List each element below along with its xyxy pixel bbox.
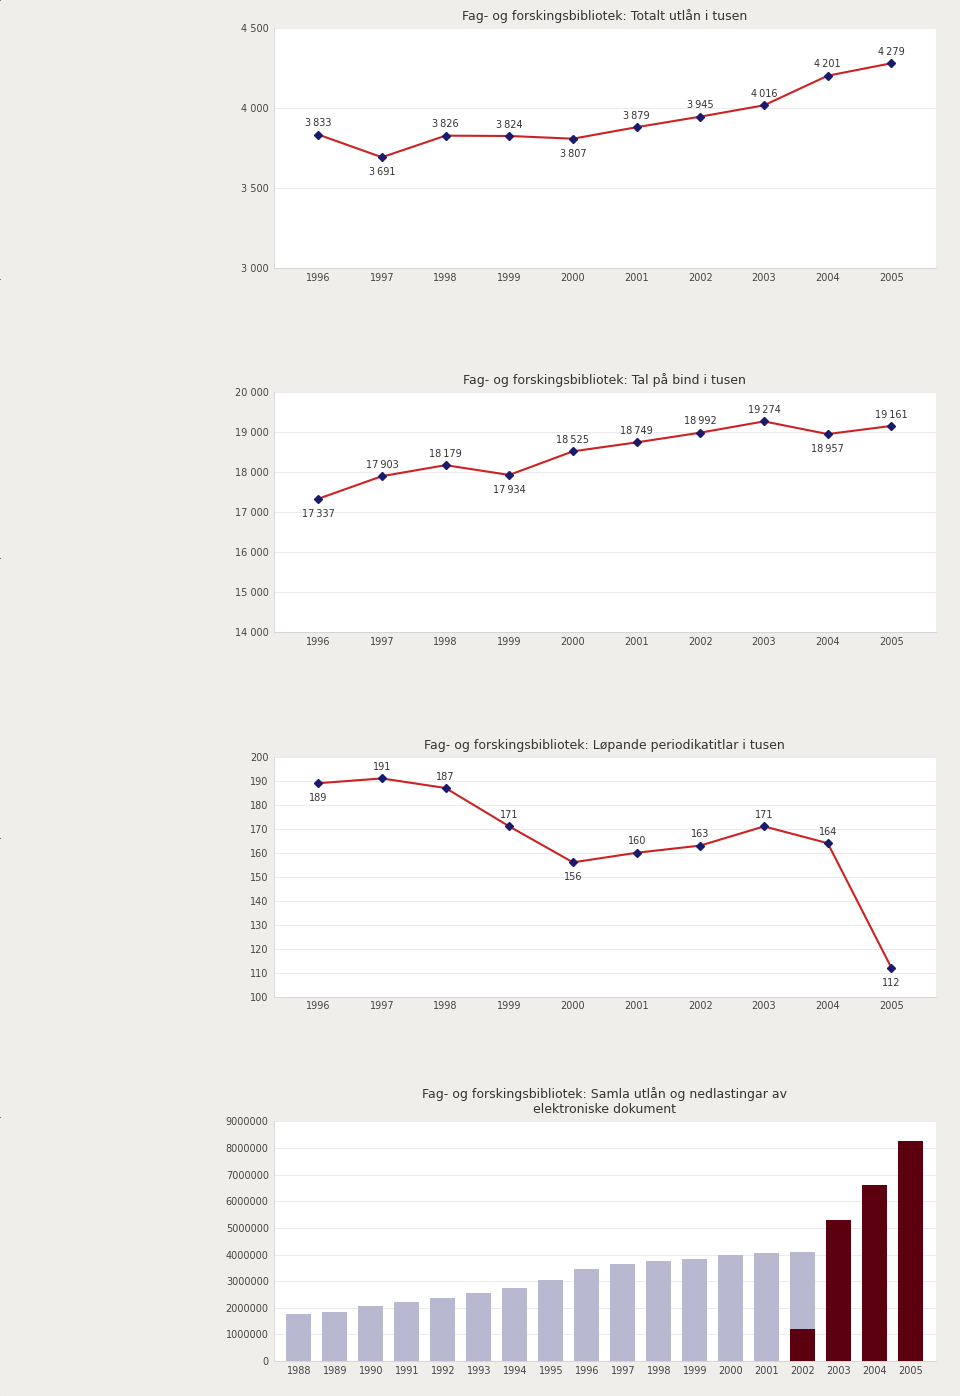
Bar xyxy=(755,1254,780,1361)
Text: 3 807: 3 807 xyxy=(560,149,587,159)
Text: 17 934: 17 934 xyxy=(492,484,526,496)
Text: 17 337: 17 337 xyxy=(301,510,335,519)
Text: 18 992: 18 992 xyxy=(684,416,717,426)
Bar xyxy=(395,1302,420,1361)
Text: 4 201: 4 201 xyxy=(814,60,841,70)
Text: 4 279: 4 279 xyxy=(878,47,904,57)
Bar xyxy=(827,1249,852,1361)
Text: 18 525: 18 525 xyxy=(557,436,589,445)
Bar xyxy=(862,1185,887,1361)
Text: 19 274: 19 274 xyxy=(748,405,780,415)
Text: 3 826: 3 826 xyxy=(432,119,459,130)
Text: 163: 163 xyxy=(691,829,709,839)
Bar xyxy=(827,1220,852,1361)
Bar xyxy=(358,1307,383,1361)
Bar xyxy=(574,1269,599,1361)
Bar xyxy=(862,1247,887,1361)
Text: 3 879: 3 879 xyxy=(623,110,650,121)
Text: 3 691: 3 691 xyxy=(369,168,396,177)
Bar xyxy=(899,1142,924,1361)
Bar xyxy=(790,1329,815,1361)
Text: 164: 164 xyxy=(819,826,837,836)
Bar xyxy=(683,1259,708,1361)
Bar xyxy=(790,1252,815,1361)
Text: 189: 189 xyxy=(309,793,327,803)
Text: 171: 171 xyxy=(500,810,518,819)
Bar xyxy=(286,1315,311,1361)
Bar xyxy=(611,1263,636,1361)
Title: Fag- og forskingsbibliotek: Tal på bind i tusen: Fag- og forskingsbibliotek: Tal på bind … xyxy=(464,373,746,387)
Bar xyxy=(430,1298,455,1361)
Text: 156: 156 xyxy=(564,872,582,882)
Bar xyxy=(502,1289,527,1361)
Legend: Totalt utlån, Nedlastingar av elektroniske dokument: Totalt utlån, Nedlastingar av elektronis… xyxy=(460,1393,750,1396)
Text: 160: 160 xyxy=(628,836,646,846)
Title: Fag- og forskingsbibliotek: Samla utlån og nedlastingar av
elektroniske dokument: Fag- og forskingsbibliotek: Samla utlån … xyxy=(422,1087,787,1115)
Bar xyxy=(467,1293,492,1361)
Text: 187: 187 xyxy=(436,772,455,782)
Title: Fag- og forskingsbibliotek: Løpande periodikatitlar i tusen: Fag- og forskingsbibliotek: Løpande peri… xyxy=(424,738,785,751)
Text: 191: 191 xyxy=(372,762,391,772)
Text: 18 957: 18 957 xyxy=(811,444,844,454)
Text: 3 945: 3 945 xyxy=(687,101,713,110)
Title: Fag- og forskingsbibliotek: Totalt utlån i tusen: Fag- og forskingsbibliotek: Totalt utlån… xyxy=(462,8,748,22)
Bar xyxy=(646,1261,671,1361)
Text: 3 824: 3 824 xyxy=(496,120,522,130)
Text: 112: 112 xyxy=(882,979,900,988)
Text: 171: 171 xyxy=(755,810,774,819)
Text: 3 833: 3 833 xyxy=(305,119,331,128)
Bar xyxy=(899,1245,924,1361)
Text: 17 903: 17 903 xyxy=(366,459,398,470)
Text: 18 749: 18 749 xyxy=(620,426,653,436)
Text: 18 179: 18 179 xyxy=(429,450,462,459)
Text: 19 161: 19 161 xyxy=(876,409,908,420)
Bar xyxy=(323,1312,348,1361)
Text: 4 016: 4 016 xyxy=(751,89,778,99)
Bar xyxy=(539,1280,564,1361)
Bar xyxy=(718,1255,743,1361)
